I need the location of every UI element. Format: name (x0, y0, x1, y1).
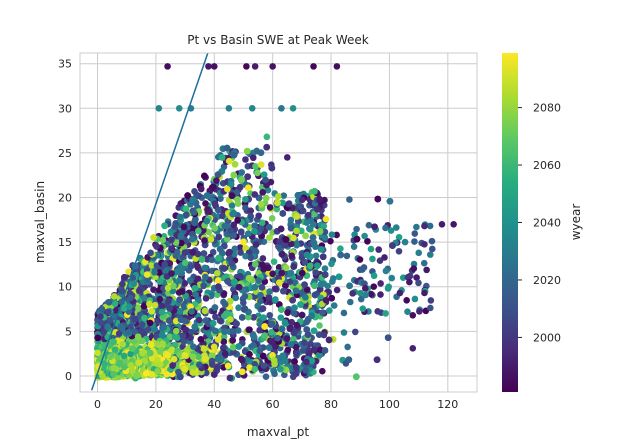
data-point (281, 371, 288, 379)
data-point (349, 290, 356, 297)
data-point (413, 274, 420, 281)
data-point (217, 195, 224, 202)
data-point (427, 297, 435, 304)
data-point (297, 227, 305, 235)
data-point (328, 294, 335, 302)
data-point (228, 202, 236, 209)
data-point (411, 230, 419, 237)
data-point (258, 219, 266, 227)
data-point (387, 227, 395, 234)
data-point (401, 238, 409, 246)
data-point (361, 232, 368, 240)
data-point (317, 245, 325, 253)
data-point (377, 280, 384, 287)
data-point (288, 318, 296, 326)
data-point (351, 328, 359, 336)
data-point (284, 309, 291, 316)
data-point (276, 301, 283, 308)
data-point (205, 338, 212, 345)
data-point (428, 237, 436, 245)
data-point (410, 265, 418, 272)
data-point (279, 210, 287, 217)
data-point (181, 280, 188, 287)
data-point (232, 294, 239, 302)
data-point (321, 265, 329, 272)
data-point (315, 331, 323, 338)
data-point (236, 244, 244, 251)
data-point (238, 314, 246, 321)
data-point (423, 266, 430, 274)
data-point (411, 295, 419, 303)
data-point (356, 256, 364, 263)
data-point (395, 233, 403, 241)
data-point (220, 338, 228, 345)
data-point (396, 289, 404, 297)
data-point (250, 314, 258, 321)
data-point (364, 237, 371, 245)
data-point (375, 246, 382, 253)
data-point (273, 205, 281, 213)
data-point (264, 186, 272, 194)
data-point (359, 305, 367, 312)
data-point (353, 225, 360, 233)
data-point (367, 245, 375, 253)
data-point (330, 302, 338, 309)
data-point (327, 237, 334, 245)
data-point (246, 326, 253, 334)
data-point (237, 249, 244, 256)
data-point (346, 298, 354, 306)
data-point (220, 333, 228, 341)
data-point (220, 290, 228, 297)
data-point (266, 311, 273, 319)
data-point (357, 295, 365, 303)
data-point (242, 156, 249, 163)
data-point (279, 199, 286, 207)
data-point (343, 252, 351, 260)
data-point (275, 264, 283, 271)
data-point (215, 233, 223, 241)
data-point (369, 255, 376, 263)
data-point (346, 282, 353, 290)
data-point (370, 283, 378, 290)
data-point (374, 195, 382, 203)
data-point (393, 224, 400, 231)
data-point (367, 290, 375, 298)
data-point (280, 192, 288, 199)
data-point (125, 268, 132, 276)
data-point (205, 228, 213, 236)
data-point (340, 309, 348, 317)
data-point (371, 223, 378, 231)
data-point (312, 252, 320, 260)
data-point (319, 309, 326, 316)
data-point (259, 255, 267, 262)
data-point (265, 234, 273, 241)
data-point (357, 289, 364, 297)
data-point (262, 373, 270, 380)
data-point (270, 258, 278, 265)
data-point (161, 222, 168, 230)
data-point (311, 291, 319, 299)
data-point (365, 221, 373, 229)
data-point (311, 282, 318, 290)
scatter-points (94, 63, 457, 382)
data-point (209, 248, 217, 256)
data-point (223, 144, 231, 152)
data-point (413, 223, 420, 231)
data-point (262, 194, 270, 202)
